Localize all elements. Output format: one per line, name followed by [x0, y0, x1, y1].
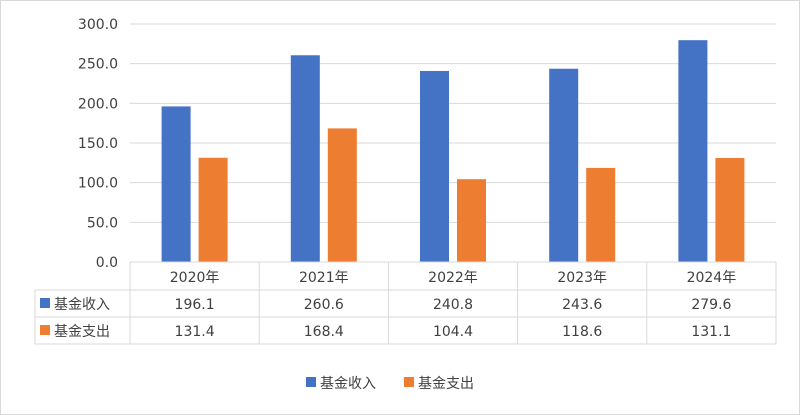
- table-value: 196.1: [175, 297, 215, 313]
- table-legend-key: [40, 325, 50, 335]
- bar-expense: [586, 167, 616, 262]
- table-value: 131.1: [691, 324, 731, 340]
- table-value: 260.6: [304, 297, 344, 313]
- y-tick-label: 50.0: [87, 215, 118, 231]
- bar-income: [549, 68, 579, 262]
- y-tick-label: 200.0: [78, 96, 118, 112]
- table-value: 104.4: [433, 324, 473, 340]
- bar-income: [420, 70, 449, 262]
- category-label: 2020年: [170, 270, 220, 286]
- category-label: 2021年: [299, 270, 349, 286]
- y-tick-label: 150.0: [78, 136, 118, 152]
- table-legend-key: [40, 298, 50, 308]
- table-value: 118.6: [562, 324, 602, 340]
- bar-income: [290, 55, 320, 263]
- category-label: 2024年: [687, 270, 737, 286]
- table-value: 243.6: [562, 297, 602, 313]
- y-tick-label: 0.0: [96, 255, 118, 271]
- legend-key: [404, 377, 414, 387]
- y-tick-label: 300.0: [78, 17, 118, 33]
- legend-label: 基金支出: [418, 375, 474, 392]
- bar-expense: [198, 157, 228, 262]
- bar-income: [161, 106, 191, 262]
- table-value: 168.4: [304, 324, 344, 340]
- category-label: 2022年: [428, 270, 478, 286]
- bar-income: [678, 40, 708, 263]
- legend-label: 基金收入: [320, 375, 376, 392]
- table-series-name: 基金支出: [54, 323, 110, 340]
- table-series-name: 基金收入: [54, 296, 110, 313]
- table-value: 240.8: [433, 297, 473, 313]
- table-value: 279.6: [691, 297, 731, 313]
- y-tick-label: 250.0: [78, 57, 118, 73]
- table-value: 131.4: [175, 324, 215, 340]
- y-tick-label: 100.0: [78, 176, 118, 192]
- legend-key: [306, 377, 316, 387]
- category-label: 2023年: [557, 270, 607, 286]
- bar-expense: [327, 128, 357, 262]
- bar-expense: [457, 179, 486, 262]
- bar-expense: [715, 157, 745, 262]
